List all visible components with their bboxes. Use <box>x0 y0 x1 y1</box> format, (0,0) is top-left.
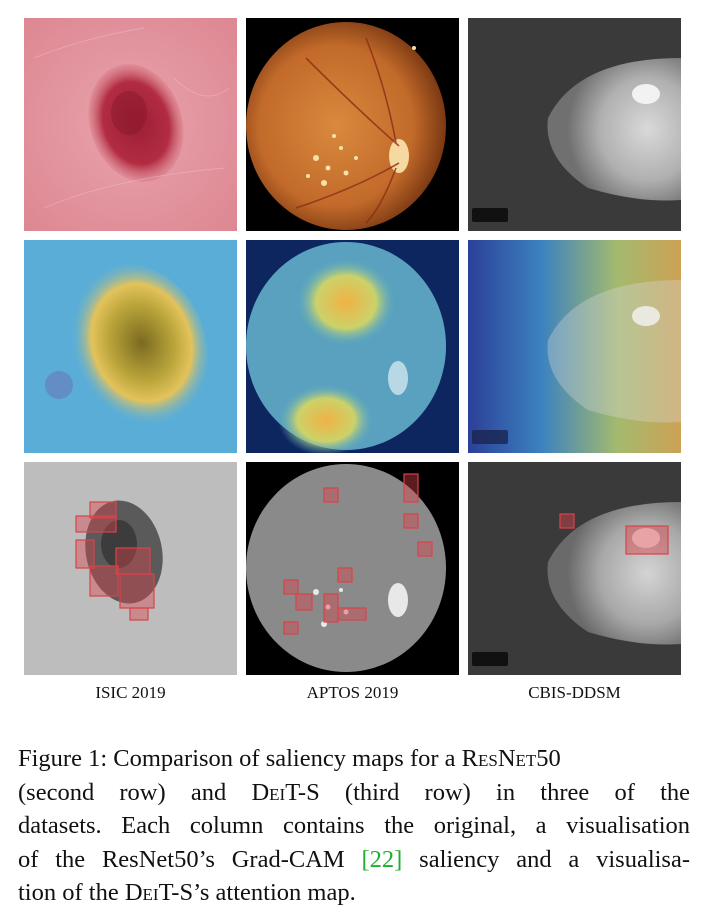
cbis-deit-attention-map <box>468 462 681 675</box>
caption-text: of the ResNet50’s Grad-CAM <box>18 845 362 873</box>
model-name: DeiT-S <box>251 778 320 806</box>
aptos-original-image <box>246 18 459 231</box>
isic-original-image <box>24 18 237 231</box>
caption-line-2: (second row) and DeiT-S (third row) in t… <box>18 776 690 810</box>
isic-deit-attention-map <box>24 462 237 675</box>
column-label-cbis: CBIS-DDSM <box>528 683 621 702</box>
aptos-deit-attention-map <box>246 462 459 675</box>
caption-text: saliency and a visualisa- <box>402 845 691 873</box>
caption-line-5: tion of the DeiT-S’s attention map. <box>18 876 690 910</box>
figure-caption: Figure 1: Comparison of saliency maps fo… <box>18 742 690 910</box>
model-name: DeiT-S <box>124 879 194 906</box>
column-label-isic: ISIC 2019 <box>95 683 166 702</box>
caption-line-3: datasets. Each column contains the origi… <box>18 812 690 839</box>
model-name: ResNet50 <box>461 745 561 772</box>
aptos-gradcam-saliency <box>246 240 459 453</box>
caption-line-1: Figure 1: Comparison of saliency maps fo… <box>18 742 690 776</box>
caption-text: ’s attention map. <box>193 879 356 906</box>
caption-text: (third row) in three of the <box>319 778 690 806</box>
attention-box-group <box>75 501 155 621</box>
caption-line-4: of the ResNet50’s Grad-CAM [22] saliency… <box>18 843 690 877</box>
citation-link[interactable]: [22] <box>361 845 403 873</box>
cbis-gradcam-saliency <box>468 240 681 453</box>
column-label-aptos: APTOS 2019 <box>306 683 399 702</box>
caption-text: Comparison of saliency maps for a <box>107 745 462 772</box>
caption-text: tion of the <box>18 879 125 906</box>
figure-label: Figure 1: <box>18 745 108 772</box>
cbis-original-image <box>468 18 681 231</box>
isic-gradcam-saliency <box>24 240 237 453</box>
caption-text: (second row) and <box>18 778 252 806</box>
